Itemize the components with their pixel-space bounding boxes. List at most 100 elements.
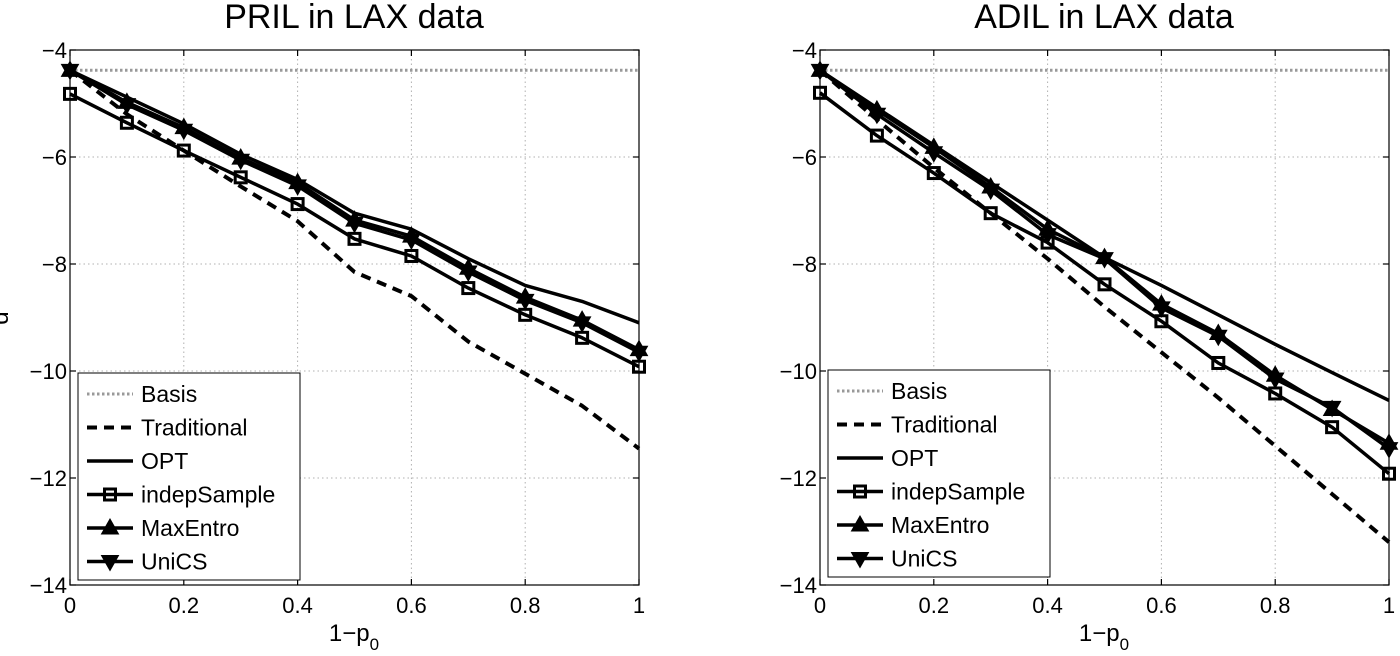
x-tick-label: 0.8	[510, 593, 541, 618]
y-tick-label: −6	[792, 145, 817, 170]
series-unics	[810, 63, 1399, 459]
x-tick-label: 0.6	[396, 593, 427, 618]
x-tick-label: 0.8	[1260, 593, 1291, 618]
series-line-traditional	[68, 68, 641, 451]
y-tick-label: −4	[42, 38, 67, 63]
legend-item-indepsample: indepSample	[837, 479, 1025, 505]
y-tick-label: −4	[792, 38, 817, 63]
data-point-indepsample	[290, 197, 305, 212]
legend-label: MaxEntro	[141, 515, 239, 541]
legend-box	[827, 369, 1051, 578]
legend-item-maxentro: MaxEntro	[837, 512, 989, 538]
legend-marker	[853, 484, 867, 499]
series-group	[60, 60, 649, 451]
x-tick-label: 0.4	[282, 593, 313, 618]
series-line-indepsample	[69, 92, 640, 369]
data-point-unics	[402, 233, 421, 250]
x-axis-label-main: 1−p	[329, 620, 370, 647]
data-point-unics	[924, 146, 944, 163]
data-point-indepsample	[1211, 355, 1226, 370]
plot-frame	[69, 49, 640, 586]
data-point-unics	[458, 265, 478, 283]
y-axis-label: d	[0, 311, 14, 324]
x-tick-label: 0.2	[919, 593, 950, 618]
legend-item-traditional: Traditional	[837, 412, 998, 438]
legend-item-traditional: Traditional	[87, 415, 248, 441]
data-point-indepsample	[869, 128, 884, 143]
chart-adil: ADIL in LAX data 0 0.2 0.4 0.6 0.8 1 −4 −6 −8 −1…	[780, 0, 1399, 654]
data-point-indepsample	[1097, 277, 1112, 292]
x-axis-ticks: 0 0.2 0.4 0.6 0.8 1	[814, 50, 1395, 618]
data-point-indepsample	[461, 281, 476, 296]
x-tick-label: 1	[633, 593, 645, 618]
legend-box	[77, 372, 301, 581]
chart-title: ADIL in LAX data	[974, 0, 1234, 36]
x-tick-label: 0	[814, 593, 826, 618]
y-tick-label: −10	[780, 359, 817, 384]
data-point-unics	[1152, 301, 1171, 318]
y-tick-label: −10	[30, 359, 67, 384]
x-tick-label: 0.6	[1146, 593, 1177, 618]
data-point-indepsample	[347, 231, 362, 246]
x-tick-label: 0	[64, 593, 76, 618]
data-point-unics	[1095, 252, 1114, 269]
legend-marker	[100, 517, 120, 535]
legend-item-indepsample: indepSample	[87, 482, 275, 508]
data-point-unics	[1208, 329, 1228, 347]
legend-item-unics: UniCS	[87, 549, 207, 575]
x-axis-ticks: 0 0.2 0.4 0.6 0.8 1	[64, 50, 645, 618]
data-point-unics	[1322, 400, 1342, 418]
legend: Basis Traditional OPT indepSample MaxEntro Un…	[77, 372, 301, 581]
x-tick-label: 0.2	[169, 593, 200, 618]
chart-pril: PRIL in LAX data 0 0.2 0.4 0.6 0.8 1 −4 −6 −8 −1…	[0, 0, 649, 654]
plot-frame	[819, 49, 1390, 586]
legend-item-opt: OPT	[837, 445, 938, 471]
legend-item-basis: Basis	[87, 381, 197, 407]
data-point-unics	[231, 153, 251, 171]
y-tick-label: −14	[780, 573, 817, 598]
legend-item-opt: OPT	[87, 448, 188, 474]
x-axis-label: 1−p0	[329, 620, 379, 654]
x-tick-label: 0.4	[1032, 593, 1063, 618]
legend-marker	[100, 555, 120, 572]
data-point-unics	[981, 183, 1001, 201]
series-group	[810, 60, 1399, 544]
series-indepsample	[813, 85, 1396, 481]
data-point-unics	[572, 316, 592, 333]
legend-label: MaxEntro	[891, 512, 989, 538]
data-point-indepsample	[926, 166, 941, 181]
data-point-unics	[515, 293, 535, 311]
y-axis-ticks: −4 −6 −8 −10 −12 −14	[30, 38, 639, 598]
x-axis-label-subscript: 0	[370, 635, 379, 654]
y-tick-label: −8	[42, 252, 67, 277]
x-axis-label: 1−p0	[1079, 620, 1129, 654]
y-axis-ticks: −4 −6 −8 −10 −12 −14	[780, 38, 1389, 598]
legend-label: UniCS	[891, 546, 957, 572]
series-line-indepsample	[818, 91, 1391, 476]
data-point-indepsample	[233, 170, 248, 185]
chart-title: PRIL in LAX data	[224, 0, 484, 36]
legend: Basis Traditional OPT indepSample MaxEntro Un…	[827, 369, 1051, 578]
legend-marker	[103, 487, 117, 502]
legend-label: OPT	[891, 445, 938, 471]
legend-item-basis: Basis	[837, 378, 947, 404]
x-tick-label: 1	[1383, 593, 1395, 618]
series-line-traditional	[818, 68, 1391, 544]
y-tick-label: −12	[780, 466, 817, 491]
data-point-unics	[174, 123, 194, 141]
y-tick-label: −12	[30, 466, 67, 491]
data-point-indepsample	[119, 115, 134, 130]
data-point-unics	[1265, 372, 1285, 390]
data-point-unics	[345, 216, 364, 234]
legend-label: indepSample	[891, 479, 1025, 505]
data-point-indepsample	[176, 143, 191, 158]
data-point-indepsample	[983, 206, 998, 221]
data-point-unics	[1038, 228, 1057, 245]
y-tick-label: −8	[792, 252, 817, 277]
legend-label: UniCS	[141, 549, 207, 575]
legend-item-unics: UniCS	[837, 546, 957, 572]
legend-label: Basis	[891, 378, 947, 404]
legend-item-maxentro: MaxEntro	[87, 515, 239, 541]
data-point-unics	[117, 98, 137, 115]
